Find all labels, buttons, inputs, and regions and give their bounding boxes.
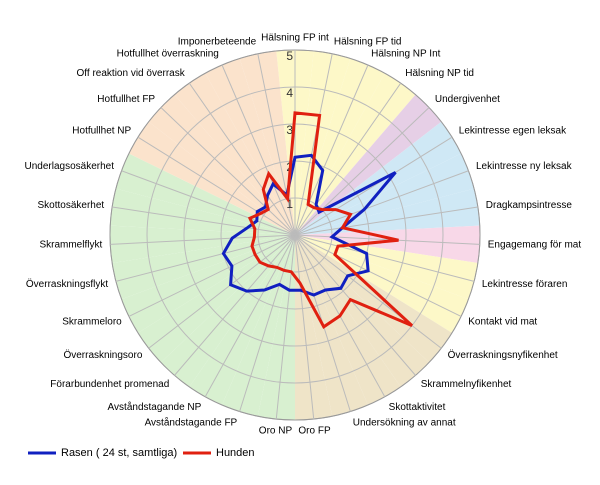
- sector: [295, 235, 368, 417]
- category-label: Skrammeloro: [62, 316, 122, 327]
- spoke: [294, 234, 462, 317]
- spoke: [188, 82, 296, 236]
- series-line: [221, 153, 397, 297]
- category-label: Off reaktion vid överrask: [77, 68, 186, 79]
- category-label: Dragkampsintresse: [486, 200, 573, 211]
- series-line: [247, 111, 414, 329]
- spoke: [294, 234, 416, 376]
- spoke: [110, 234, 296, 245]
- sector: [295, 225, 481, 264]
- legend-label: Rasen ( 24 st, samtliga): [61, 447, 177, 459]
- category-label: Hälsning NP Int: [371, 49, 441, 60]
- category-label: Avståndstagande FP: [145, 417, 238, 429]
- spoke: [112, 206, 296, 236]
- sector: [295, 73, 416, 235]
- sector: [295, 121, 462, 235]
- category-label: Hälsning FP int: [261, 33, 329, 44]
- sector: [205, 58, 295, 235]
- category-label: Överraskningsflykt: [26, 278, 108, 290]
- sector: [222, 235, 295, 417]
- category-label: Kontakt vid mat: [468, 316, 537, 327]
- spoke: [294, 206, 478, 236]
- sector: [189, 235, 295, 406]
- sector: [257, 235, 295, 420]
- spoke: [221, 64, 296, 236]
- sector: [295, 235, 430, 387]
- category-label: Underlagsosäkerhet: [25, 161, 115, 172]
- category-label: Hotfullhet NP: [72, 125, 131, 136]
- spoke: [160, 107, 296, 236]
- category-label: Oro FP: [298, 426, 331, 437]
- category-label: Undersökning av annat: [353, 418, 456, 429]
- spoke: [294, 234, 315, 420]
- spoke: [174, 234, 296, 376]
- sector: [110, 188, 295, 235]
- category-label: Oro NP: [259, 426, 293, 437]
- category-label: Skottaktivitet: [389, 402, 446, 413]
- sector: [112, 235, 295, 300]
- spoke: [294, 64, 369, 236]
- spoke: [115, 234, 296, 282]
- sector: [295, 235, 333, 420]
- spoke: [148, 234, 296, 349]
- spoke: [275, 234, 296, 420]
- category-label: Hälsning NP tid: [405, 68, 474, 79]
- category-label: Skrammelnyfikenhet: [421, 379, 512, 390]
- tick-label: 1: [286, 197, 293, 211]
- category-label: Undergivenhet: [435, 94, 500, 105]
- category-label: Lekintresse föraren: [482, 279, 568, 290]
- spoke: [121, 170, 296, 236]
- tick-label: 3: [286, 123, 293, 137]
- sector: [295, 188, 480, 235]
- category-label: Skrammelflykt: [39, 240, 102, 251]
- spoke: [128, 234, 296, 317]
- legend-label: Hunden: [216, 447, 255, 459]
- spoke: [137, 136, 296, 236]
- spoke: [294, 170, 469, 236]
- category-label: Lekintresse egen leksak: [459, 125, 567, 136]
- category-label: Lekintresse ny leksak: [476, 161, 573, 172]
- sector: [160, 235, 295, 387]
- spoke: [204, 234, 296, 397]
- spoke: [294, 234, 475, 282]
- spoke: [294, 234, 442, 349]
- sector: [295, 235, 452, 363]
- tick-label: 5: [286, 49, 293, 63]
- category-label: Hotfullhet överraskning: [117, 49, 219, 60]
- spoke: [294, 107, 430, 236]
- category-label: Imponerbeteende: [178, 37, 257, 48]
- spoke: [294, 53, 333, 236]
- sector: [128, 121, 295, 235]
- sector: [295, 235, 401, 406]
- category-label: Hälsning FP tid: [334, 37, 402, 48]
- category-label: Avståndstagande NP: [108, 401, 202, 413]
- category-label: Överraskningsnyfikenhet: [448, 349, 558, 361]
- category-label: Hotfullhet FP: [97, 94, 155, 105]
- tick-label: 4: [286, 86, 293, 100]
- category-label: Engagemang för mat: [488, 240, 582, 251]
- sector: [110, 225, 296, 264]
- sector: [121, 235, 295, 333]
- spoke: [257, 53, 296, 236]
- spoke: [294, 136, 453, 236]
- category-label: Förarbundenhet promenad: [50, 379, 169, 390]
- sector: [295, 235, 478, 300]
- category-label: Skottosäkerhet: [38, 200, 105, 211]
- sector: [138, 235, 295, 363]
- spoke: [294, 82, 402, 236]
- category-label: Överraskningsoro: [63, 349, 142, 361]
- spoke: [239, 234, 296, 412]
- spoke: [294, 234, 480, 245]
